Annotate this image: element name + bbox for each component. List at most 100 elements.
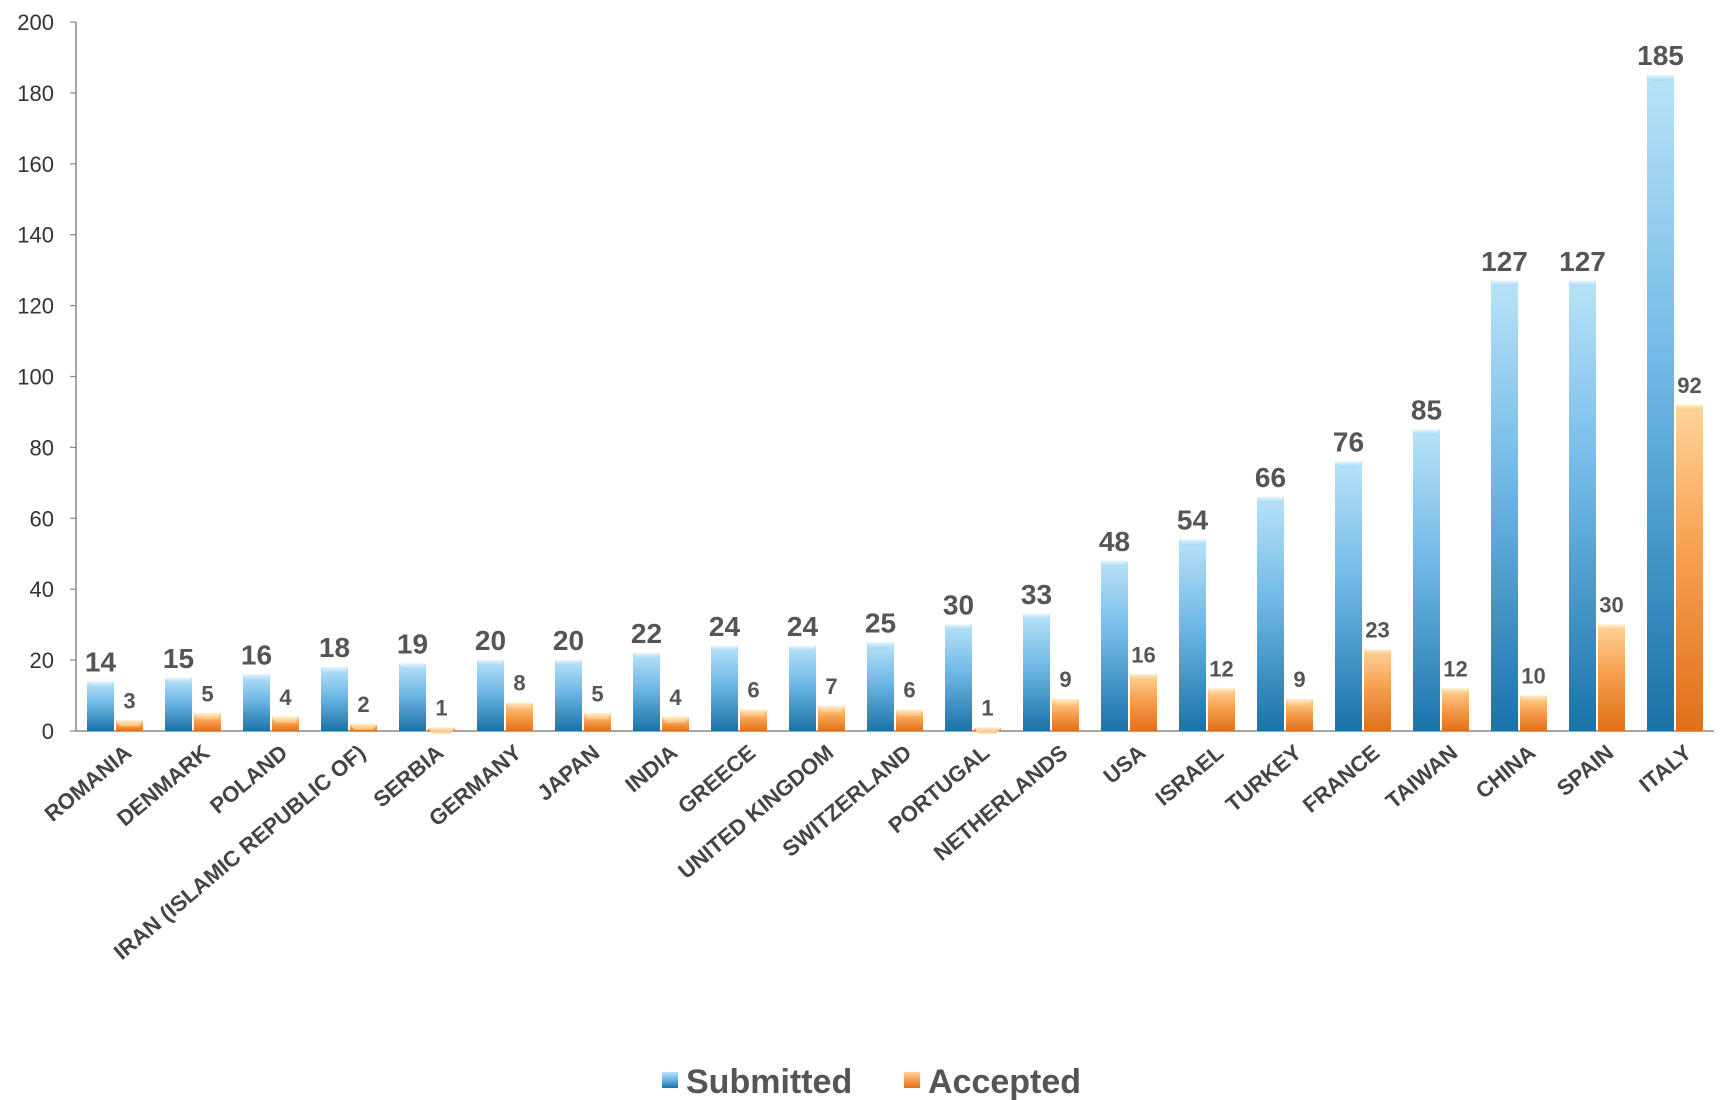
bar-submitted-cap bbox=[1413, 429, 1440, 436]
data-label-submitted: 24 bbox=[709, 611, 741, 642]
bar-submitted-body bbox=[1101, 560, 1128, 731]
data-label-accepted: 5 bbox=[201, 681, 213, 706]
bar-accepted-body bbox=[1208, 688, 1235, 731]
legend-label: Accepted bbox=[928, 1063, 1081, 1100]
bar-submitted-cap bbox=[1257, 497, 1284, 504]
data-label-accepted: 1 bbox=[435, 695, 447, 720]
bar-submitted-body bbox=[399, 663, 426, 731]
data-label-submitted: 33 bbox=[1021, 579, 1052, 610]
bar-accepted bbox=[272, 716, 299, 731]
bar-accepted-body bbox=[1598, 624, 1625, 731]
bar-accepted bbox=[818, 706, 845, 731]
data-label-submitted: 25 bbox=[865, 607, 896, 638]
bar-accepted bbox=[1676, 404, 1703, 731]
bar-accepted-cap bbox=[350, 723, 377, 730]
bar-submitted bbox=[1023, 614, 1050, 731]
x-tick-label: SPAIN bbox=[1552, 740, 1618, 801]
data-label-submitted: 20 bbox=[475, 625, 506, 656]
y-tick-label: 160 bbox=[17, 152, 54, 177]
bar-accepted bbox=[1208, 688, 1235, 731]
bar-submitted-cap bbox=[1179, 539, 1206, 546]
bar-submitted-body bbox=[711, 645, 738, 731]
x-tick-label: JAPAN bbox=[532, 740, 604, 806]
bar-submitted bbox=[399, 663, 426, 731]
data-label-accepted: 12 bbox=[1443, 656, 1467, 681]
data-label-submitted: 127 bbox=[1559, 246, 1606, 277]
data-label-accepted: 6 bbox=[747, 678, 759, 703]
y-tick-label: 180 bbox=[17, 81, 54, 106]
bar-accepted-cap bbox=[662, 716, 689, 723]
bar-accepted bbox=[584, 713, 611, 731]
bar-accepted-cap bbox=[1676, 404, 1703, 411]
bar-accepted bbox=[662, 716, 689, 731]
data-label-accepted: 9 bbox=[1293, 667, 1305, 692]
bar-accepted-cap bbox=[194, 713, 221, 720]
data-label-accepted: 4 bbox=[279, 685, 292, 710]
bar-accepted bbox=[428, 727, 455, 734]
x-tick-label: FRANCE bbox=[1298, 740, 1384, 818]
bar-submitted bbox=[789, 645, 816, 731]
data-label-submitted: 14 bbox=[85, 646, 117, 677]
bar-submitted-cap bbox=[1335, 461, 1362, 468]
x-tick-label: ITALY bbox=[1634, 739, 1696, 797]
legend-swatch bbox=[662, 1072, 678, 1088]
y-tick-label: 40 bbox=[30, 577, 54, 602]
bar-submitted bbox=[867, 642, 894, 731]
bar-submitted-body bbox=[243, 674, 270, 731]
bar-submitted bbox=[1569, 280, 1596, 731]
bar-accepted-body bbox=[1130, 674, 1157, 731]
bar-accepted-cap bbox=[1208, 688, 1235, 695]
data-label-submitted: 127 bbox=[1481, 246, 1528, 277]
bars-layer bbox=[87, 75, 1703, 734]
bar-submitted-body bbox=[945, 624, 972, 731]
data-label-accepted: 8 bbox=[513, 671, 525, 696]
bar-submitted bbox=[1647, 75, 1674, 732]
bar-submitted bbox=[243, 674, 270, 731]
bar-submitted bbox=[87, 681, 114, 731]
bar-accepted-cap bbox=[428, 727, 455, 734]
bar-submitted-body bbox=[633, 653, 660, 731]
bar-submitted-cap bbox=[1491, 280, 1518, 287]
bar-accepted-cap bbox=[1598, 624, 1625, 631]
bar-submitted-cap bbox=[165, 677, 192, 684]
data-label-submitted: 66 bbox=[1255, 462, 1286, 493]
bar-submitted-body bbox=[165, 677, 192, 731]
bar-submitted-body bbox=[867, 642, 894, 731]
x-tick-label: USA bbox=[1099, 740, 1151, 789]
bar-submitted-body bbox=[789, 645, 816, 731]
bar-submitted-cap bbox=[789, 645, 816, 652]
y-tick-label: 20 bbox=[30, 648, 54, 673]
bar-submitted-cap bbox=[87, 681, 114, 688]
bar-accepted-cap bbox=[1364, 649, 1391, 656]
bar-submitted bbox=[1413, 429, 1440, 731]
bar-accepted bbox=[1052, 699, 1079, 731]
bar-accepted bbox=[974, 727, 1001, 734]
data-label-submitted: 15 bbox=[163, 643, 194, 674]
bar-submitted bbox=[633, 653, 660, 731]
data-label-submitted: 76 bbox=[1333, 427, 1364, 458]
bar-submitted bbox=[1335, 461, 1362, 731]
data-label-accepted: 9 bbox=[1059, 667, 1071, 692]
bar-accepted bbox=[896, 709, 923, 731]
bar-submitted-body bbox=[1647, 75, 1674, 732]
data-label-submitted: 54 bbox=[1177, 505, 1209, 536]
y-tick-label: 60 bbox=[30, 506, 54, 531]
legend-item-accepted: Accepted bbox=[904, 1063, 1081, 1100]
bar-accepted-cap bbox=[1052, 699, 1079, 706]
bar-submitted-cap bbox=[399, 663, 426, 670]
y-tick-label: 80 bbox=[30, 435, 54, 460]
x-tick-label: NETHERLANDS bbox=[929, 740, 1072, 866]
x-tick-label: TURKEY bbox=[1221, 739, 1307, 817]
bar-accepted bbox=[350, 723, 377, 731]
bar-submitted-cap bbox=[321, 667, 348, 674]
bar-accepted-cap bbox=[818, 706, 845, 713]
data-label-accepted: 3 bbox=[123, 688, 135, 713]
bar-submitted bbox=[477, 660, 504, 731]
x-tick-label: TAIWAN bbox=[1381, 740, 1462, 814]
bar-submitted bbox=[555, 660, 582, 731]
data-label-accepted: 16 bbox=[1131, 642, 1155, 667]
bar-accepted-cap bbox=[974, 727, 1001, 734]
y-tick-label: 0 bbox=[42, 719, 54, 744]
